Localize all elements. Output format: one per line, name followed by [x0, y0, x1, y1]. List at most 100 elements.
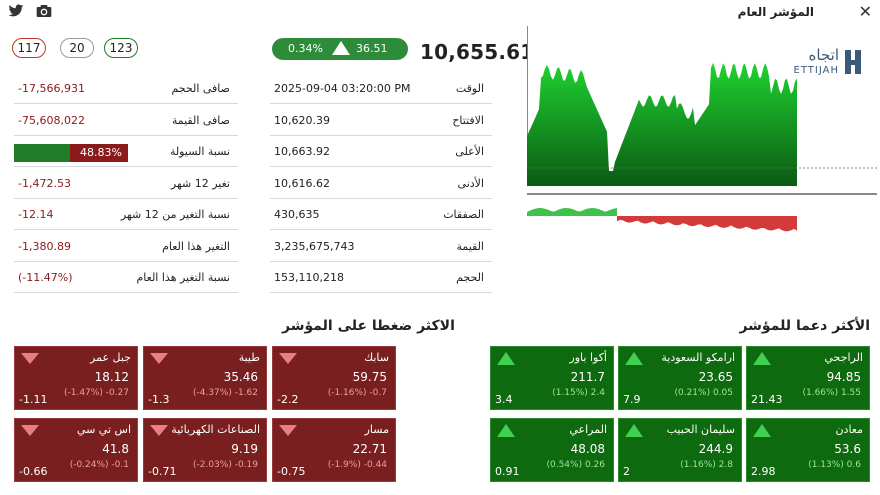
down-arrow-icon	[279, 353, 297, 364]
stock-name: ارامكو السعودية	[661, 351, 735, 364]
supporting-stock-tile[interactable]: المراعي 48.08 (0.54%) 0.26 0.91	[490, 418, 614, 482]
stock-name: أكوا باور	[569, 351, 607, 364]
down-arrow-icon	[21, 425, 39, 436]
camera-icon[interactable]	[36, 4, 52, 18]
pressuring-stock-tile[interactable]: طيبة 35.46 (-4.37%) -1.62 -1.3	[143, 346, 267, 410]
pressuring-stock-tile[interactable]: سابك 59.75 (-1.16%) -0.7 -2.2	[272, 346, 396, 410]
pressuring-stock-tile[interactable]: جبل عمر 18.12 (-1.47%) -0.27 -1.11	[14, 346, 138, 410]
index-change-pct: 0.34%	[288, 42, 323, 55]
liquidity-bar: 48.83%	[14, 144, 128, 162]
market-info-label: الوقت	[455, 82, 484, 95]
up-arrow-icon	[625, 352, 643, 365]
pressuring-title: الاكثر ضغطا على المؤشر	[282, 318, 455, 334]
flow-info-label: نسبة التغير هذا العام	[136, 271, 230, 284]
market-info-value: 10,663.92	[274, 145, 330, 158]
down-arrow-icon	[150, 425, 168, 436]
market-info-value: 153,110,218	[274, 271, 344, 284]
stock-price: 53.6	[834, 442, 861, 456]
pressuring-stock-tile[interactable]: اس تي سي 41.8 (-0.24%) -0.1 -0.66	[14, 418, 138, 482]
stock-change: (-1.16%) -0.7	[327, 388, 387, 398]
index-points: -2.2	[277, 393, 299, 406]
up-arrow-icon	[332, 41, 350, 55]
stock-name: معادن	[835, 423, 863, 436]
stock-price: 35.46	[223, 370, 258, 384]
flow-info-value: -1,472.53	[18, 176, 71, 190]
stock-price: 59.75	[352, 370, 387, 384]
market-info-row: الصفقات 430,635	[270, 200, 492, 230]
flow-positive	[527, 208, 617, 216]
stock-name: الصناعات الكهربائية	[171, 423, 260, 436]
flow-info-row: تغير 12 شهر -1,472.53	[14, 169, 238, 199]
index-points: 3.4	[495, 393, 513, 406]
stock-price: 23.65	[698, 370, 733, 384]
liquidity-value: 48.83%	[80, 146, 122, 159]
flow-info-label: صافى الحجم	[171, 82, 230, 95]
market-info-label: القيمة	[456, 239, 484, 253]
flow-info-row: نسبة السيولة 48.83%	[14, 137, 238, 167]
flow-info-value: -17,566,931	[18, 82, 85, 95]
index-value: 10,655.61	[420, 40, 535, 64]
supporting-stock-tile[interactable]: أكوا باور 211.7 (1.15%) 2.4 3.4	[490, 346, 614, 410]
up-arrow-icon	[497, 352, 515, 365]
index-points: 2	[623, 465, 630, 478]
market-info-label: الصفقات	[443, 208, 484, 221]
flow-info-label: نسبة التغير من 12 شهر	[120, 208, 230, 221]
down-arrow-icon	[21, 353, 39, 364]
market-info-value: 2025-09-04 03:20:00 PM	[274, 82, 411, 95]
up-arrow-icon	[497, 424, 515, 437]
supporting-title: الأكثر دعما للمؤشر	[739, 318, 870, 334]
flow-info-row: صافى القيمة -75,608,022	[14, 106, 238, 136]
stock-price: 244.9	[698, 442, 733, 456]
stock-price: 41.8	[102, 442, 129, 456]
stock-price: 48.08	[570, 442, 605, 456]
flow-info-label: صافى القيمة	[171, 113, 230, 127]
unchanged-count: 20	[60, 38, 94, 58]
market-info-value: 10,620.39	[274, 113, 330, 127]
market-info-row: الأدنى 10,616.62	[270, 169, 492, 199]
down-arrow-icon	[150, 353, 168, 364]
supporting-stock-tile[interactable]: معادن 53.6 (1.13%) 0.6 2.98	[746, 418, 870, 482]
stock-price: 22.71	[352, 442, 387, 456]
stock-name: سليمان الحبيب	[666, 423, 735, 436]
advancing-count: 123	[104, 38, 138, 58]
market-info-row: الأعلى 10,663.92	[270, 137, 492, 167]
close-icon[interactable]: ✕	[858, 2, 872, 21]
stock-name: مسار	[364, 423, 389, 436]
down-arrow-icon	[279, 425, 297, 436]
flow-negative	[617, 216, 797, 232]
index-points: -1.11	[19, 393, 48, 406]
stock-price: 9.19	[231, 442, 258, 456]
index-change-points: 36.51	[356, 42, 388, 55]
supporting-stock-tile[interactable]: ارامكو السعودية 23.65 (0.21%) 0.05 7.9	[618, 346, 742, 410]
index-points: 7.9	[623, 393, 641, 406]
market-info-row: الوقت 2025-09-04 03:20:00 PM	[270, 74, 492, 104]
market-info-value: 10,616.62	[274, 176, 330, 190]
pressuring-stock-tile[interactable]: الصناعات الكهربائية 9.19 (-2.03%) -0.19 -0.…	[143, 418, 267, 482]
declining-count: 117	[12, 38, 46, 58]
stock-change: (0.21%) 0.05	[674, 388, 733, 398]
flow-info-label: التغير هذا العام	[162, 239, 230, 253]
flow-info-row: نسبة التغير هذا العام (-11.47%)	[14, 263, 238, 293]
market-info-row: القيمة 3,235,675,743	[270, 232, 492, 262]
stock-change: (1.16%) 2.8	[680, 460, 733, 470]
supporting-stock-tile[interactable]: الراجحي 94.85 (1.66%) 1.55 21.43	[746, 346, 870, 410]
stock-change: (1.15%) 2.4	[552, 388, 605, 398]
index-points: 0.91	[495, 465, 520, 478]
market-info-value: 3,235,675,743	[274, 239, 355, 253]
stock-change: (-4.37%) -1.62	[192, 388, 258, 398]
up-arrow-icon	[753, 424, 771, 437]
market-info-value: 430,635	[274, 208, 320, 221]
flow-info-row: التغير هذا العام -1,380.89	[14, 232, 238, 262]
stock-change: (-0.24%) -0.1	[69, 460, 129, 470]
stock-name: المراعي	[569, 423, 607, 436]
market-info-label: الأدنى	[457, 176, 484, 190]
supporting-stock-tile[interactable]: سليمان الحبيب 244.9 (1.16%) 2.8 2	[618, 418, 742, 482]
twitter-icon[interactable]	[8, 4, 24, 18]
pressuring-stock-tile[interactable]: مسار 22.71 (-1.9%) -0.44 -0.75	[272, 418, 396, 482]
market-info-row: الحجم 153,110,218	[270, 263, 492, 293]
stock-change: (0.54%) 0.26	[546, 460, 605, 470]
stock-change: (-2.03%) -0.19	[192, 460, 258, 470]
stock-change: (-1.9%) -0.44	[327, 460, 387, 470]
flow-info-row: صافى الحجم -17,566,931	[14, 74, 238, 104]
intraday-chart: اتجاه ETTIJAH	[527, 26, 877, 256]
